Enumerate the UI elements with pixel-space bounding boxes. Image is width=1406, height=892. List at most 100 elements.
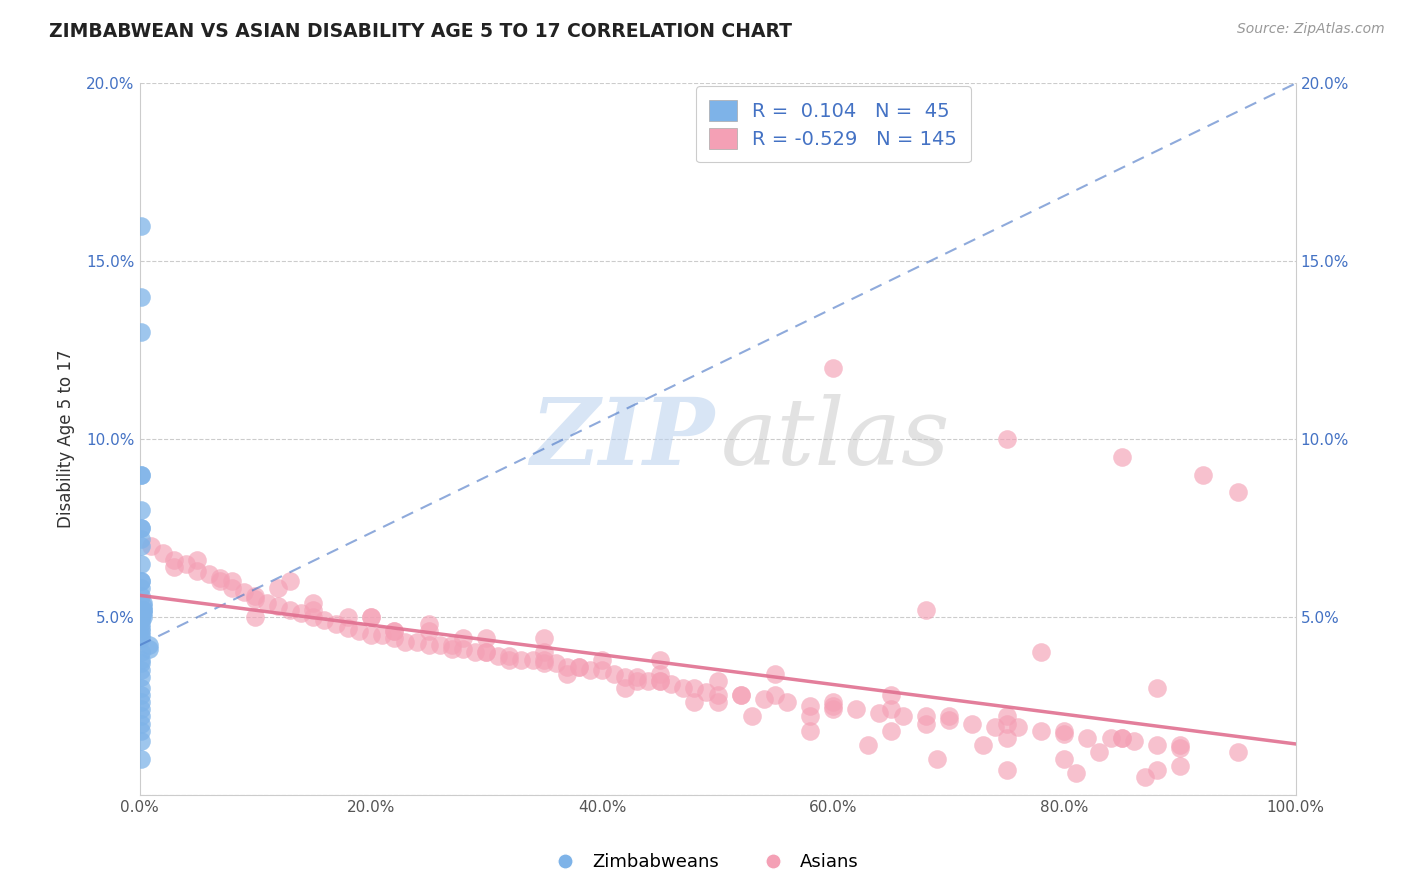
Point <box>129 521 152 535</box>
Point <box>648 673 671 688</box>
Point <box>256 596 278 610</box>
Legend: Zimbabweans, Asians: Zimbabweans, Asians <box>540 847 866 879</box>
Point <box>683 681 706 695</box>
Point <box>267 582 290 596</box>
Point <box>163 553 186 567</box>
Point <box>498 652 520 666</box>
Point <box>845 702 868 716</box>
Point <box>880 702 903 716</box>
Point <box>1053 727 1076 741</box>
Point <box>129 645 152 659</box>
Point <box>763 688 786 702</box>
Point <box>695 684 717 698</box>
Point <box>568 659 591 673</box>
Point <box>129 610 152 624</box>
Point <box>129 326 152 340</box>
Point <box>706 673 728 688</box>
Point <box>440 638 463 652</box>
Point <box>1007 720 1029 734</box>
Point <box>129 652 152 666</box>
Point <box>129 681 152 695</box>
Point <box>221 574 243 589</box>
Point <box>129 617 152 632</box>
Point <box>209 571 232 585</box>
Point <box>209 574 232 589</box>
Point <box>132 610 155 624</box>
Point <box>475 631 498 645</box>
Point <box>579 663 602 677</box>
Point <box>198 567 221 582</box>
Point <box>1168 738 1191 752</box>
Point <box>823 360 845 375</box>
Point <box>614 670 637 684</box>
Point <box>132 603 155 617</box>
Point <box>1031 723 1053 738</box>
Point <box>637 673 659 688</box>
Point <box>278 574 301 589</box>
Point <box>568 659 591 673</box>
Point <box>995 731 1018 745</box>
Point <box>938 709 960 723</box>
Point <box>1168 741 1191 756</box>
Point <box>856 738 879 752</box>
Point <box>132 603 155 617</box>
Point <box>972 738 994 752</box>
Point <box>129 467 152 482</box>
Point <box>1064 766 1087 780</box>
Point <box>129 695 152 709</box>
Point <box>880 688 903 702</box>
Point <box>927 752 949 766</box>
Point <box>823 698 845 713</box>
Point <box>626 673 648 688</box>
Point <box>591 663 613 677</box>
Point <box>232 585 254 599</box>
Point <box>880 723 903 738</box>
Point <box>129 574 152 589</box>
Point <box>498 648 520 663</box>
Point <box>129 574 152 589</box>
Point <box>302 603 325 617</box>
Point <box>1168 759 1191 773</box>
Point <box>382 631 405 645</box>
Point <box>1088 745 1111 759</box>
Point <box>648 652 671 666</box>
Point <box>960 716 983 731</box>
Point <box>360 610 382 624</box>
Point <box>129 219 152 233</box>
Point <box>555 666 578 681</box>
Point <box>129 624 152 639</box>
Point <box>914 716 936 731</box>
Point <box>382 624 405 639</box>
Text: ZIP: ZIP <box>530 394 714 484</box>
Point <box>1226 745 1249 759</box>
Point <box>706 688 728 702</box>
Point <box>302 596 325 610</box>
Point <box>129 670 152 684</box>
Point <box>451 631 474 645</box>
Point <box>776 695 799 709</box>
Point <box>129 628 152 642</box>
Point <box>132 596 155 610</box>
Point <box>464 645 486 659</box>
Point <box>659 677 682 691</box>
Point <box>129 709 152 723</box>
Point <box>174 557 197 571</box>
Point <box>129 688 152 702</box>
Point <box>129 631 152 645</box>
Point <box>1111 731 1133 745</box>
Point <box>129 610 152 624</box>
Point <box>129 290 152 304</box>
Text: atlas: atlas <box>721 394 950 484</box>
Point <box>129 539 152 553</box>
Point <box>995 763 1018 777</box>
Point <box>1053 723 1076 738</box>
Point <box>591 652 613 666</box>
Point <box>995 709 1018 723</box>
Point <box>1226 485 1249 500</box>
Point <box>938 713 960 727</box>
Point <box>1076 731 1098 745</box>
Point <box>510 652 533 666</box>
Point <box>129 716 152 731</box>
Point <box>302 610 325 624</box>
Point <box>533 656 555 670</box>
